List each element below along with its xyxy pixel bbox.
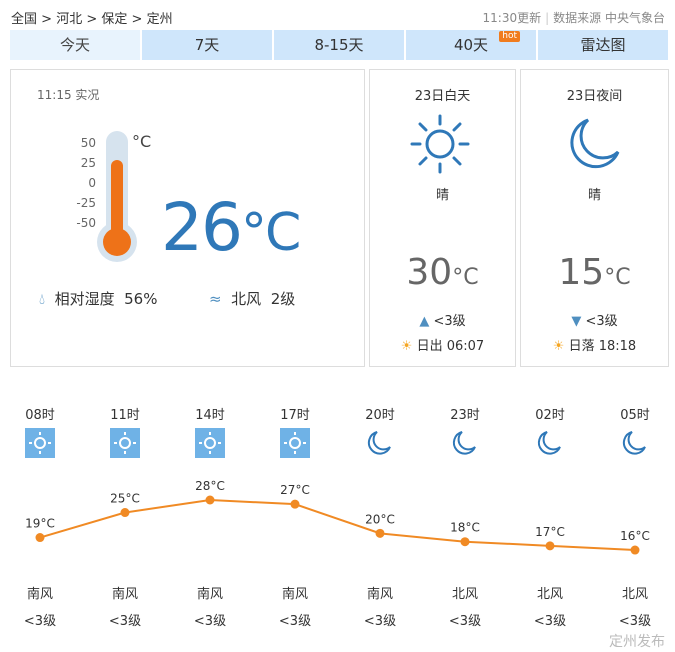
moon-icon: [570, 118, 620, 169]
hour-label: 17时: [280, 408, 310, 423]
temp-label: 20°C: [365, 512, 395, 526]
temp-line: [39, 498, 636, 552]
update-time: 11:30更新: [482, 11, 542, 25]
moon-icon: [452, 431, 476, 455]
wind-direction: 南风: [282, 586, 308, 602]
hour-label: 05时: [620, 408, 650, 423]
wind-direction: 南风: [112, 586, 138, 602]
scale-0: 0: [88, 176, 96, 190]
moon-icon: [622, 431, 646, 455]
wind-level: <3级: [619, 614, 651, 629]
temp-point: [290, 499, 300, 509]
moon-icon: [537, 431, 561, 455]
wind-arrow-down-icon: ▼: [571, 314, 582, 329]
temp-point: [375, 528, 385, 538]
crumb-province[interactable]: 河北: [56, 12, 83, 27]
wind-level: <3级: [534, 614, 566, 629]
hot-badge: hot: [499, 31, 520, 42]
tab-40days[interactable]: 40天 hot: [406, 30, 536, 60]
sunset-icon: ☀: [552, 339, 565, 354]
wind-level: <3级: [24, 614, 56, 629]
scale-25: 25: [81, 156, 96, 170]
crumb-country[interactable]: 全国: [11, 12, 38, 27]
hour-label: 02时: [535, 408, 565, 423]
current-temp: 26°C: [161, 189, 301, 266]
night-temp: 15°C: [558, 252, 631, 293]
wind: ≈ 北风 2级: [209, 290, 296, 308]
water-drop-icon: 💧︎: [39, 290, 46, 308]
temp-label: 18°C: [450, 521, 480, 535]
tab-8-15days[interactable]: 8-15天: [274, 30, 404, 60]
sun-icon: [114, 432, 136, 454]
scale-unit: °C: [132, 132, 151, 151]
wind-direction: 南风: [367, 586, 393, 602]
wind-direction: 南风: [197, 586, 223, 602]
scale-neg25: -25: [76, 196, 96, 210]
temp-label: 28°C: [195, 479, 225, 493]
night-card: 23日夜间 晴 15°C ▼ <3级 ☀ 日落 18:18: [520, 69, 669, 367]
temp-point: [205, 495, 215, 505]
night-weather: 晴: [587, 188, 601, 203]
wind-direction: 北风: [622, 587, 648, 602]
tab-today[interactable]: 今天: [10, 30, 140, 60]
tab-bar: 今天 7天 8-15天 40天 hot 雷达图: [10, 30, 668, 60]
temp-point: [120, 508, 130, 518]
crumb-city[interactable]: 保定: [101, 12, 128, 27]
sun-icon: [410, 114, 470, 174]
hour-label: 14时: [195, 408, 225, 423]
source-label: 数据来源 中央气象台: [553, 11, 665, 25]
hour-label: 11时: [110, 408, 140, 423]
observe-time: 11:15 实况: [37, 88, 100, 102]
temp-point: [35, 533, 45, 543]
data-source: 11:30更新 | 数据来源 中央气象台: [482, 11, 665, 25]
temp-label: 27°C: [280, 483, 310, 497]
temp-label: 25°C: [110, 492, 140, 506]
moon-icon: [367, 431, 391, 455]
day-temp: 30°C: [406, 252, 479, 293]
tab-radar[interactable]: 雷达图: [538, 30, 668, 60]
wind-level: <3级: [194, 614, 226, 629]
hour-label: 08时: [25, 408, 55, 423]
temp-label: 17°C: [535, 525, 565, 539]
temp-point: [460, 537, 470, 547]
sunrise: ☀ 日出 06:07: [400, 339, 485, 354]
temp-point: [630, 545, 640, 555]
hour-label: 20时: [365, 408, 395, 423]
wind-arrow-up-icon: ▲: [419, 314, 430, 329]
humidity: 💧︎ 相对湿度 56%: [39, 290, 158, 308]
wind-direction: 北风: [452, 587, 478, 602]
temp-point: [545, 541, 555, 551]
wind-level: <3级: [449, 614, 481, 629]
tab-7days[interactable]: 7天: [142, 30, 272, 60]
wind-direction: 南风: [27, 586, 53, 602]
sunrise-icon: ☀: [400, 339, 413, 354]
day-wind: ▲ <3级: [419, 314, 466, 329]
day-title: 23日白天: [414, 89, 471, 104]
hour-label: 23时: [450, 408, 480, 423]
sun-icon: [199, 432, 221, 454]
scale-50: 50: [81, 136, 96, 150]
sunset: ☀ 日落 18:18: [552, 339, 637, 354]
sun-icon: [29, 432, 51, 454]
wind-level: <3级: [109, 614, 141, 629]
crumb-county: 定州: [146, 12, 173, 27]
wind-level: <3级: [279, 614, 311, 629]
thermometer-icon: 50 25 0 -25 -50 °C: [76, 131, 151, 262]
scale-neg50: -50: [76, 216, 96, 230]
temp-label: 19°C: [25, 517, 55, 531]
wind-direction: 北风: [537, 587, 563, 602]
wind-level: <3级: [364, 614, 396, 629]
wind-icon: ≈: [209, 290, 222, 308]
night-wind: ▼ <3级: [571, 314, 618, 329]
temp-label: 16°C: [620, 529, 650, 543]
watermark: 定州发布: [609, 634, 665, 650]
breadcrumb: 全国 > 河北 > 保定 > 定州: [11, 12, 173, 27]
night-title: 23日夜间: [566, 89, 623, 104]
day-weather: 晴: [435, 188, 449, 203]
current-weather-card: 11:15 实况 50 25 0 -25 -50 °C 26°C 💧︎ 相对湿度…: [10, 69, 365, 367]
hourly-forecast-chart: 08时 19°C 南风 <3级 11时 25°C 南风 <3级 14时 28°C 南风 <3级 17时 2…: [24, 408, 651, 629]
sun-icon: [284, 432, 306, 454]
day-card: 23日白天 晴 30°C ▲ <3级 ☀ 日出 06:07: [369, 69, 516, 367]
